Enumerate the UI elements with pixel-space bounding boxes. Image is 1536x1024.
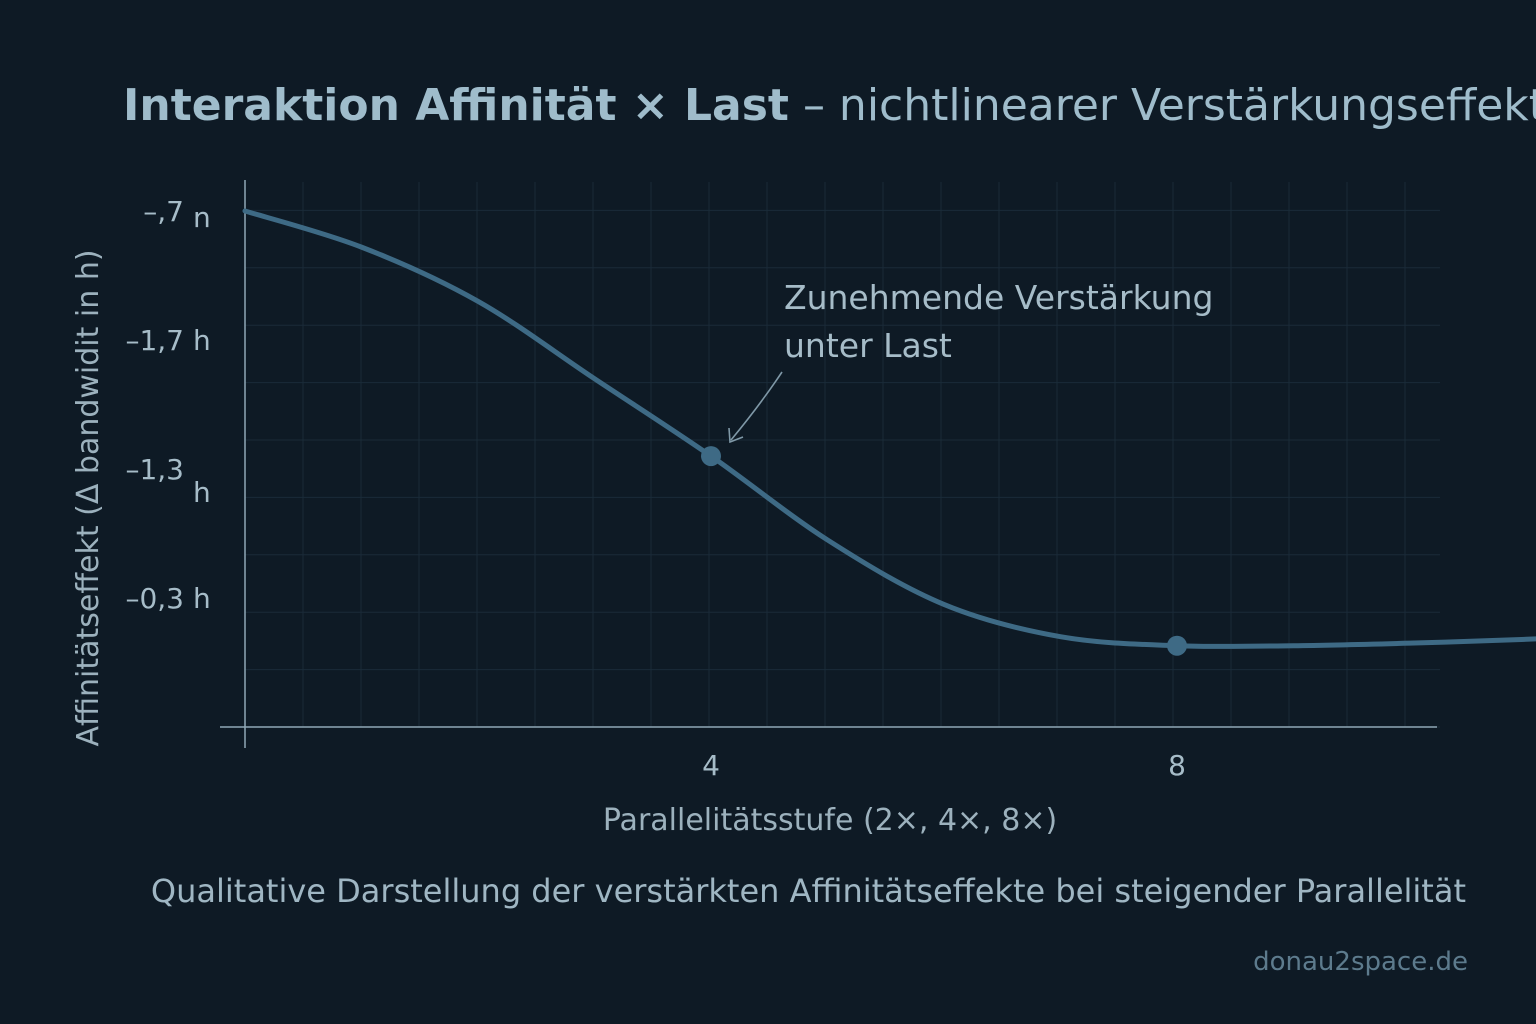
annotation-arrow-head [728,427,744,444]
chart-title-bold: Interaktion Affinität × Last [123,80,789,131]
y-tick-unit: n [193,201,211,234]
y-tick-label: –0,3 [125,582,184,615]
x-axis-label: Parallelitätsstufe (2×, 4×, 8×) [603,803,1057,838]
annotation: Zunehmende Verstärkung unter Last [728,278,1213,444]
y-axis-label: Affinitätseffekt (Δ bandwidit in h) [71,249,106,746]
data-point-marker [1167,635,1187,656]
y-tick-unit: h [193,582,211,615]
annotation-line-1: Zunehmende Verstärkung [784,278,1213,317]
annotation-line-2: unter Last [784,326,952,365]
annotation-arrow [730,371,783,441]
series-line [242,208,1536,650]
caption: Qualitative Darstellung der verstärkten … [151,872,1466,910]
data-point-marker [701,446,721,467]
data-markers [701,446,1187,656]
chart-title: Interaktion Affinität × Last – nichtline… [123,80,1536,131]
y-tick-label: –1,3 [125,453,184,486]
site-credit: donau2space.de [1253,947,1468,977]
y-tick-labels: –,7 n –1,7 h –1,3 h –0,3 h [125,195,210,615]
x-tick-label: 4 [702,749,720,782]
y-tick-unit: h [193,324,211,357]
y-tick-label: –,7 [143,195,184,228]
chart-title-rest: – nichtlinearer Verstärkungseffekt [789,80,1536,131]
y-tick-label: –1,7 [125,324,184,357]
x-tick-label: 8 [1168,749,1186,782]
y-tick-unit: h [193,476,211,509]
